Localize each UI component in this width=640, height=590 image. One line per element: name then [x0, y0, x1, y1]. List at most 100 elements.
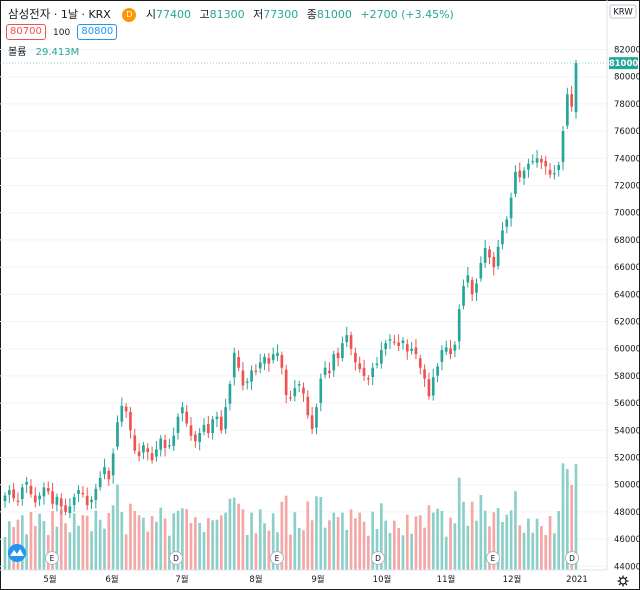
dot-sep-1: · [53, 8, 61, 21]
last-price-badge: 81000 [609, 57, 638, 70]
volume-bar [345, 530, 349, 570]
candle-body [553, 173, 556, 175]
volume-label: 볼륨 [8, 47, 27, 58]
candle-body [276, 352, 279, 356]
candle-body [228, 384, 232, 404]
event-marker: D [371, 551, 385, 565]
event-marker: D [565, 551, 579, 565]
candle-body [59, 498, 63, 507]
volume-bar [142, 517, 145, 570]
volume-bar [557, 511, 561, 570]
candle-body [336, 352, 340, 359]
candle-body [198, 433, 202, 442]
candle-body [116, 422, 119, 447]
candle-body [142, 445, 145, 453]
candle-body [483, 248, 487, 263]
candle-body [284, 369, 288, 395]
candle-body [271, 354, 275, 361]
time-tick-label: 12월 [503, 574, 522, 585]
change-value: +2700 (+3.45%) [360, 8, 454, 21]
volume-bar [444, 536, 448, 570]
volume-bar [544, 535, 548, 570]
close-value: 81000 [316, 8, 352, 21]
volume-bar [129, 503, 132, 570]
volume-bar [103, 528, 106, 570]
candle-body [254, 370, 258, 372]
close-label: 종 [306, 8, 317, 21]
event-marker-label: E [50, 554, 55, 563]
candle-body [90, 499, 93, 503]
price-tick-label: 56000 [614, 399, 640, 409]
tradingview-logo-icon[interactable] [8, 544, 26, 562]
volume-bar [427, 505, 431, 570]
event-marker-label: E [491, 554, 496, 563]
open-value: 77400 [155, 8, 191, 21]
candle-body [405, 344, 409, 352]
interval-label[interactable]: 1날 [60, 8, 78, 21]
volume-bar [475, 520, 478, 570]
event-marker: E [270, 551, 284, 565]
price-tick-label: 58000 [614, 372, 640, 382]
volume-bar [51, 511, 54, 570]
volume-bar [94, 510, 98, 570]
buy-button[interactable]: 80800 [77, 24, 118, 40]
event-marker-circle [169, 551, 183, 565]
volume-bar [267, 530, 271, 570]
event-marker: D [169, 551, 183, 565]
candle-body [509, 197, 513, 219]
candle-body [475, 283, 478, 293]
candle-body [518, 170, 522, 178]
volume-bar [336, 517, 340, 570]
candle-body [289, 397, 292, 399]
time-axis[interactable]: 5월 6월 7월 8월 9월 10월 11월 12월 2021 [43, 574, 587, 585]
gear-icon[interactable] [617, 575, 629, 587]
time-tick-label: 2021 [566, 575, 588, 585]
candle-body [449, 348, 452, 355]
candle-body [163, 439, 167, 448]
volume-bar [379, 503, 383, 570]
candle-body [258, 362, 262, 369]
sell-button[interactable]: 80700 [6, 24, 46, 40]
candle-body [310, 415, 314, 429]
event-marker-label: D [375, 554, 381, 563]
currency-badge[interactable]: KRW [609, 4, 637, 19]
volume-bar [237, 503, 240, 570]
volume-bar [245, 535, 249, 570]
volume-bar [176, 510, 180, 570]
candle-body [466, 275, 470, 283]
delayed-flag-icon[interactable]: D [122, 8, 137, 22]
candle-body [418, 358, 422, 368]
candle-body [540, 158, 543, 163]
candle-body [492, 256, 496, 268]
candle-body [64, 505, 67, 512]
volume-bar [384, 520, 388, 570]
volume-bar [505, 514, 509, 570]
candle-body [570, 94, 574, 107]
price-tick-label: 60000 [614, 345, 640, 355]
volume-bar [561, 463, 565, 570]
time-tick-label: 10월 [373, 574, 392, 585]
candle-body [211, 419, 214, 434]
candle-body [557, 165, 561, 170]
symbol-name[interactable]: 삼성전자 [8, 7, 51, 21]
candle-body [388, 339, 392, 341]
volume-bar [574, 464, 578, 570]
volume-bar [453, 523, 457, 570]
volume-bar [306, 501, 310, 570]
price-tick-label: 66000 [614, 263, 640, 273]
volume-bar [189, 523, 193, 570]
price-tick-label: 64000 [614, 290, 640, 300]
candle-body [176, 416, 180, 433]
candle-body [124, 406, 128, 412]
price-axis[interactable]: 44000 46000 48000 50000 52000 54000 56000 58000… [614, 46, 640, 573]
price-tick-label: 50000 [614, 481, 640, 491]
volume-bar [215, 519, 219, 570]
candle-body [51, 491, 54, 504]
volume-bar [466, 525, 470, 570]
time-tick-label: 6월 [105, 574, 118, 585]
event-marker: E [45, 551, 59, 565]
candle-body [68, 506, 72, 514]
volume-bar [211, 520, 214, 570]
